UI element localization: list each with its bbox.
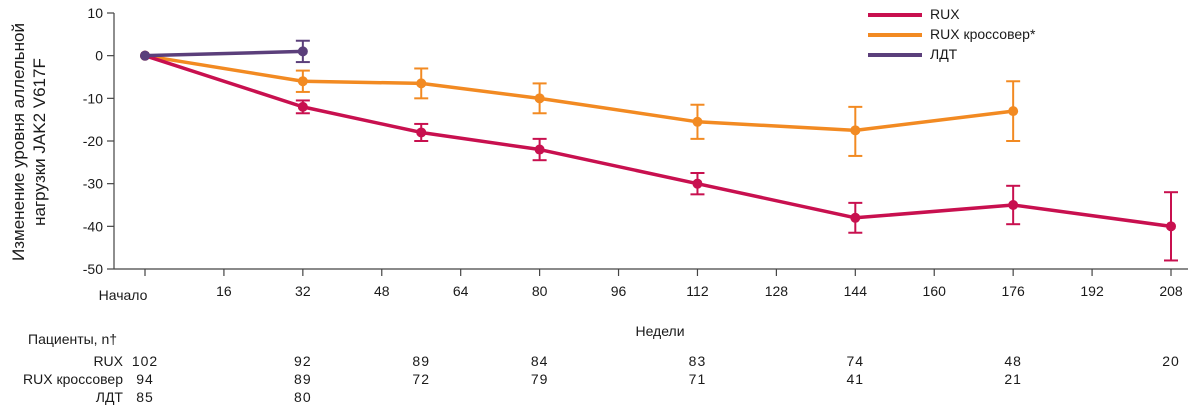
legend-swatch-rux (868, 13, 922, 17)
x-tick-label: 64 (453, 283, 469, 299)
patients-count: 72 (412, 371, 431, 387)
x-axis-title: Недели (635, 323, 685, 339)
y-tick-label: 10 (87, 5, 103, 21)
legend-swatch-rux-crossover (868, 33, 922, 37)
x-tick-label: 48 (374, 283, 390, 299)
series-line-rux-crossover (144, 53, 1014, 133)
data-point-rux (1008, 200, 1019, 210)
data-point-rux-crossover (850, 125, 861, 136)
data-point-rux-crossover (692, 116, 703, 127)
patients-count: 92 (294, 353, 312, 369)
patients-table-header: Пациенты, n† (28, 331, 118, 347)
data-point-ldt (297, 46, 308, 57)
x-tick-label: 32 (295, 283, 311, 299)
patients-count: 71 (688, 371, 707, 387)
y-tick-label: -10 (83, 90, 103, 106)
patients-count: 48 (1004, 353, 1022, 369)
x-tick-label: 16 (216, 283, 232, 299)
data-point-rux (692, 178, 703, 189)
y-tick-label: -30 (83, 176, 103, 192)
legend-label-rux: RUX (930, 6, 960, 22)
patients-row-label: RUX кроссовер (23, 371, 123, 387)
data-point-rux (297, 101, 308, 112)
legend-swatch-ldt (868, 53, 922, 57)
patients-count: 21 (1004, 371, 1022, 387)
legend-label-ldt: ЛДТ (930, 46, 958, 62)
data-point-rux (850, 212, 861, 223)
patients-count: 79 (530, 371, 549, 387)
patients-row-label: RUX (93, 353, 123, 369)
patients-count: 102 (131, 353, 159, 369)
series-line-ldt (144, 49, 303, 58)
patients-count: 41 (846, 371, 865, 387)
data-point-rux (1166, 221, 1176, 232)
legend-label-rux-crossover: RUX кроссовер* (930, 26, 1036, 42)
data-point-rux-crossover (534, 93, 545, 104)
data-point-rux-crossover (1008, 106, 1019, 117)
x-tick-label: 128 (765, 283, 789, 299)
x-tick-label: 160 (923, 283, 947, 299)
y-tick-label: -50 (83, 261, 103, 277)
patients-count: 20 (1162, 353, 1180, 369)
x-tick-label: 192 (1080, 283, 1104, 299)
patients-count: 80 (294, 389, 312, 405)
x-tick-label: 96 (611, 283, 627, 299)
x-tick-label: 176 (1001, 283, 1025, 299)
patients-count: 83 (688, 353, 707, 369)
y-tick-label: 0 (95, 48, 103, 64)
y-axis-title: Изменение уровня аллельной нагрузки JAK2… (0, 0, 58, 285)
x-tick-label: Начало (99, 287, 148, 303)
x-tick-label: 80 (532, 283, 548, 299)
x-tick-label: 144 (844, 283, 868, 299)
data-point-rux (534, 144, 545, 155)
y-tick-label: -40 (83, 218, 103, 234)
x-tick-label: 208 (1159, 283, 1183, 299)
y-axis-title-line-2: нагрузки JAK2 V617F (30, 58, 49, 226)
y-axis-title-line-1: Изменение уровня аллельной (9, 23, 28, 261)
data-point-ldt (140, 50, 150, 61)
series-line-rux (144, 54, 1172, 229)
patients-count: 94 (136, 371, 154, 387)
patients-count: 84 (530, 353, 549, 369)
data-point-rux-crossover (416, 78, 427, 89)
patients-count: 85 (136, 389, 154, 405)
patients-count: 89 (412, 353, 431, 369)
data-point-rux-crossover (297, 76, 308, 87)
patients-count: 89 (294, 371, 312, 387)
y-tick-label: -20 (83, 133, 103, 149)
data-point-rux (416, 127, 427, 138)
patients-row-label: ЛДТ (95, 389, 123, 405)
x-tick-label: 112 (686, 283, 709, 299)
patients-count: 74 (846, 353, 865, 369)
